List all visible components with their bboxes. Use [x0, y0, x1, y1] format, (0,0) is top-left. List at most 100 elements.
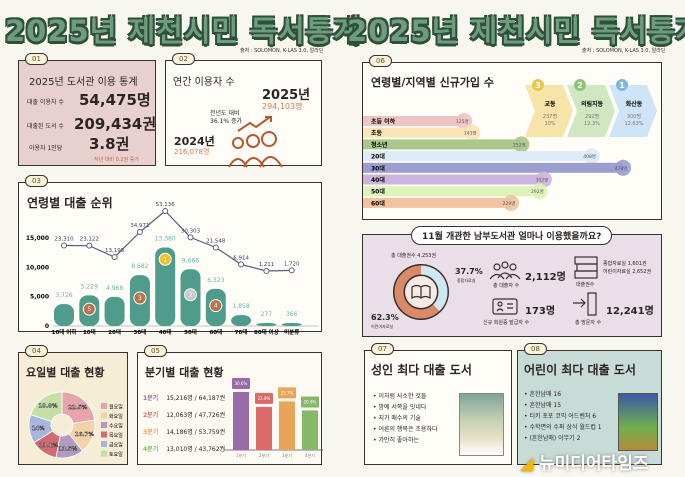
source-note: 출처 : SOLOMON, K-LAS 3.0, 알라딘: [240, 48, 324, 54]
quarter-value: 13,010명 / 43,762권: [166, 446, 226, 453]
stat-value: 3.8권: [89, 135, 130, 153]
rank-medal-icon: [133, 291, 147, 305]
book-icon: [411, 284, 431, 300]
legend-swatch: [101, 403, 107, 409]
hbar-value-label: 252명: [513, 141, 526, 148]
hbar-value-label: 125명: [456, 118, 469, 125]
category-label: 50대: [371, 188, 385, 196]
bar-value-label: 5,229: [81, 283, 98, 290]
bar-value-label: 6,323: [207, 277, 224, 284]
book-cover-image: [618, 393, 658, 451]
rank-badge: [574, 79, 586, 91]
line-point: [61, 242, 67, 249]
quarter-label: 3분기: [143, 429, 159, 436]
x-tick-label: 4분기: [305, 452, 315, 458]
hbar-value-label: 302명: [536, 177, 549, 184]
region-count: 237명: [543, 113, 557, 120]
line-value-label: 6,914: [233, 255, 249, 261]
line-value-label: 23,310: [54, 236, 74, 242]
bar: [233, 392, 249, 450]
rank-number: 2: [577, 81, 583, 90]
slice-label: 16.7%: [75, 432, 95, 438]
line-point: [263, 268, 270, 274]
hbar: [363, 151, 592, 162]
page-title-left: 2025년 제천시민 독서통계: [5, 14, 362, 48]
hbar-end-circle: [464, 124, 481, 141]
bar-label-box: [301, 396, 319, 408]
bar-value-label: 366: [286, 311, 298, 318]
stat-value: 209,434권: [74, 115, 157, 133]
card-title: 연령별 대출 순위: [27, 196, 113, 210]
rank-number: 2: [189, 292, 193, 299]
kids-pct: 62.3%: [371, 313, 399, 322]
legend-label: 목요일: [109, 432, 123, 439]
bar: [256, 323, 277, 326]
region-count: 292명: [585, 113, 599, 120]
quarter-row: 1분기 15,216명 / 64,187권: [143, 393, 225, 402]
line-series: [63, 210, 292, 272]
bar-value-label: 25.7%: [281, 390, 294, 395]
x-tick-label: 10대 이하: [52, 328, 78, 336]
x-tick-label: 60대: [209, 328, 222, 336]
x-tick-label: 2분기: [259, 452, 269, 458]
bar-value-label: 20.9%: [304, 399, 317, 404]
line-point: [212, 244, 219, 251]
hbar-value-label: 143명: [464, 130, 477, 137]
year-2024: 2024년: [174, 135, 215, 148]
general-label: 종합자료실: [457, 278, 476, 283]
line-point: [187, 234, 194, 241]
quarter-loans-card: 05 분기별 대출 현황 1분기 15,216명 / 64,187권 2분기 12,0…: [137, 345, 323, 465]
book-list-item: • 흔한남매 15: [524, 402, 562, 409]
loans-kids: 어린이자료실 2,652권: [603, 269, 652, 275]
x-tick-label: 50대: [184, 328, 197, 336]
loans-label: 대출권수: [576, 282, 595, 288]
hbar: [363, 174, 544, 185]
library-usage-card: 01 2025년 도서관 이용 통계 대출 이용자 수 54,475명 대출된 …: [18, 53, 157, 166]
age-loan-chart: 0 5,000 10,000 15,000 3,726 10대 이하 5,229 10대 5 4,…: [26, 202, 319, 336]
book-list-item: • 지가 매수의 기술: [373, 415, 421, 422]
borrowers-value: 2,112명: [525, 272, 566, 283]
section-number: 06: [369, 55, 392, 67]
age-loan-ranking-card: 03 연령별 대출 순위 0 5,000 10,000 15,000 3,726 10대 …: [18, 175, 322, 336]
quarter-row: 3분기 14,186명 / 53,759권: [143, 427, 225, 436]
category-label: 30대: [371, 164, 385, 172]
weekday-donut-chart: 22.5% 월요일 16.7% 화요일 13.5% 수요일 13.1% 목요일 14% 금요일 19…: [28, 391, 123, 459]
legend-label: 월요일: [109, 404, 123, 411]
slice-label: 13.5%: [58, 446, 78, 452]
legend-swatch: [101, 441, 107, 447]
bar-value-label: 22.8%: [258, 396, 271, 401]
bar-label-box: [255, 392, 273, 404]
quarter-bar-chart: 30.6% 1분기 22.8% 2분기 25.7% 3분기 20.9% 4분기: [223, 378, 323, 458]
quarter-value: 15,216명 / 64,187권: [166, 395, 226, 402]
quarter-value: 14,186명 / 53,759권: [166, 429, 226, 436]
legend-swatch: [101, 412, 107, 419]
bar: [231, 315, 252, 326]
bar: [302, 410, 318, 450]
bar-value-label: 9,666: [182, 257, 199, 264]
region-name: 교동: [544, 100, 556, 108]
visitors-value: 12,241명: [606, 306, 654, 317]
x-tick-label: 3분기: [282, 452, 292, 458]
legend-label: 토요일: [109, 451, 123, 458]
line-point: [86, 242, 93, 249]
hbar-value-label: 478명: [615, 165, 628, 172]
slice-label: 22.5%: [68, 405, 88, 411]
hbar: [363, 162, 624, 173]
book-list-item: • 이처럼 사소한 것들: [373, 393, 427, 400]
card-title: 성인 최다 대출 도서: [371, 363, 472, 377]
card-title: 요일별 대출 현황: [26, 366, 105, 379]
loans-general: 종합자료실 1,601권: [603, 261, 647, 267]
section-number: 08: [524, 343, 547, 355]
x-tick-label: 20대: [108, 328, 121, 336]
line-point: [136, 228, 143, 235]
general-share-arc: [394, 265, 448, 319]
users-2024: 216,078명: [174, 148, 210, 156]
total-loans: 총 대출권수 4,253권: [391, 253, 437, 259]
book-list-item: • 수학면의 수퍼 상식 월드컵 1: [524, 424, 602, 431]
bar-value-label: 13,380: [155, 236, 176, 243]
hbar-end-circle: [531, 183, 548, 200]
slice-label: 13.1%: [39, 443, 59, 449]
category-label: 초등: [371, 129, 383, 137]
card-title: 2025년 도서관 이용 통계: [29, 77, 138, 88]
